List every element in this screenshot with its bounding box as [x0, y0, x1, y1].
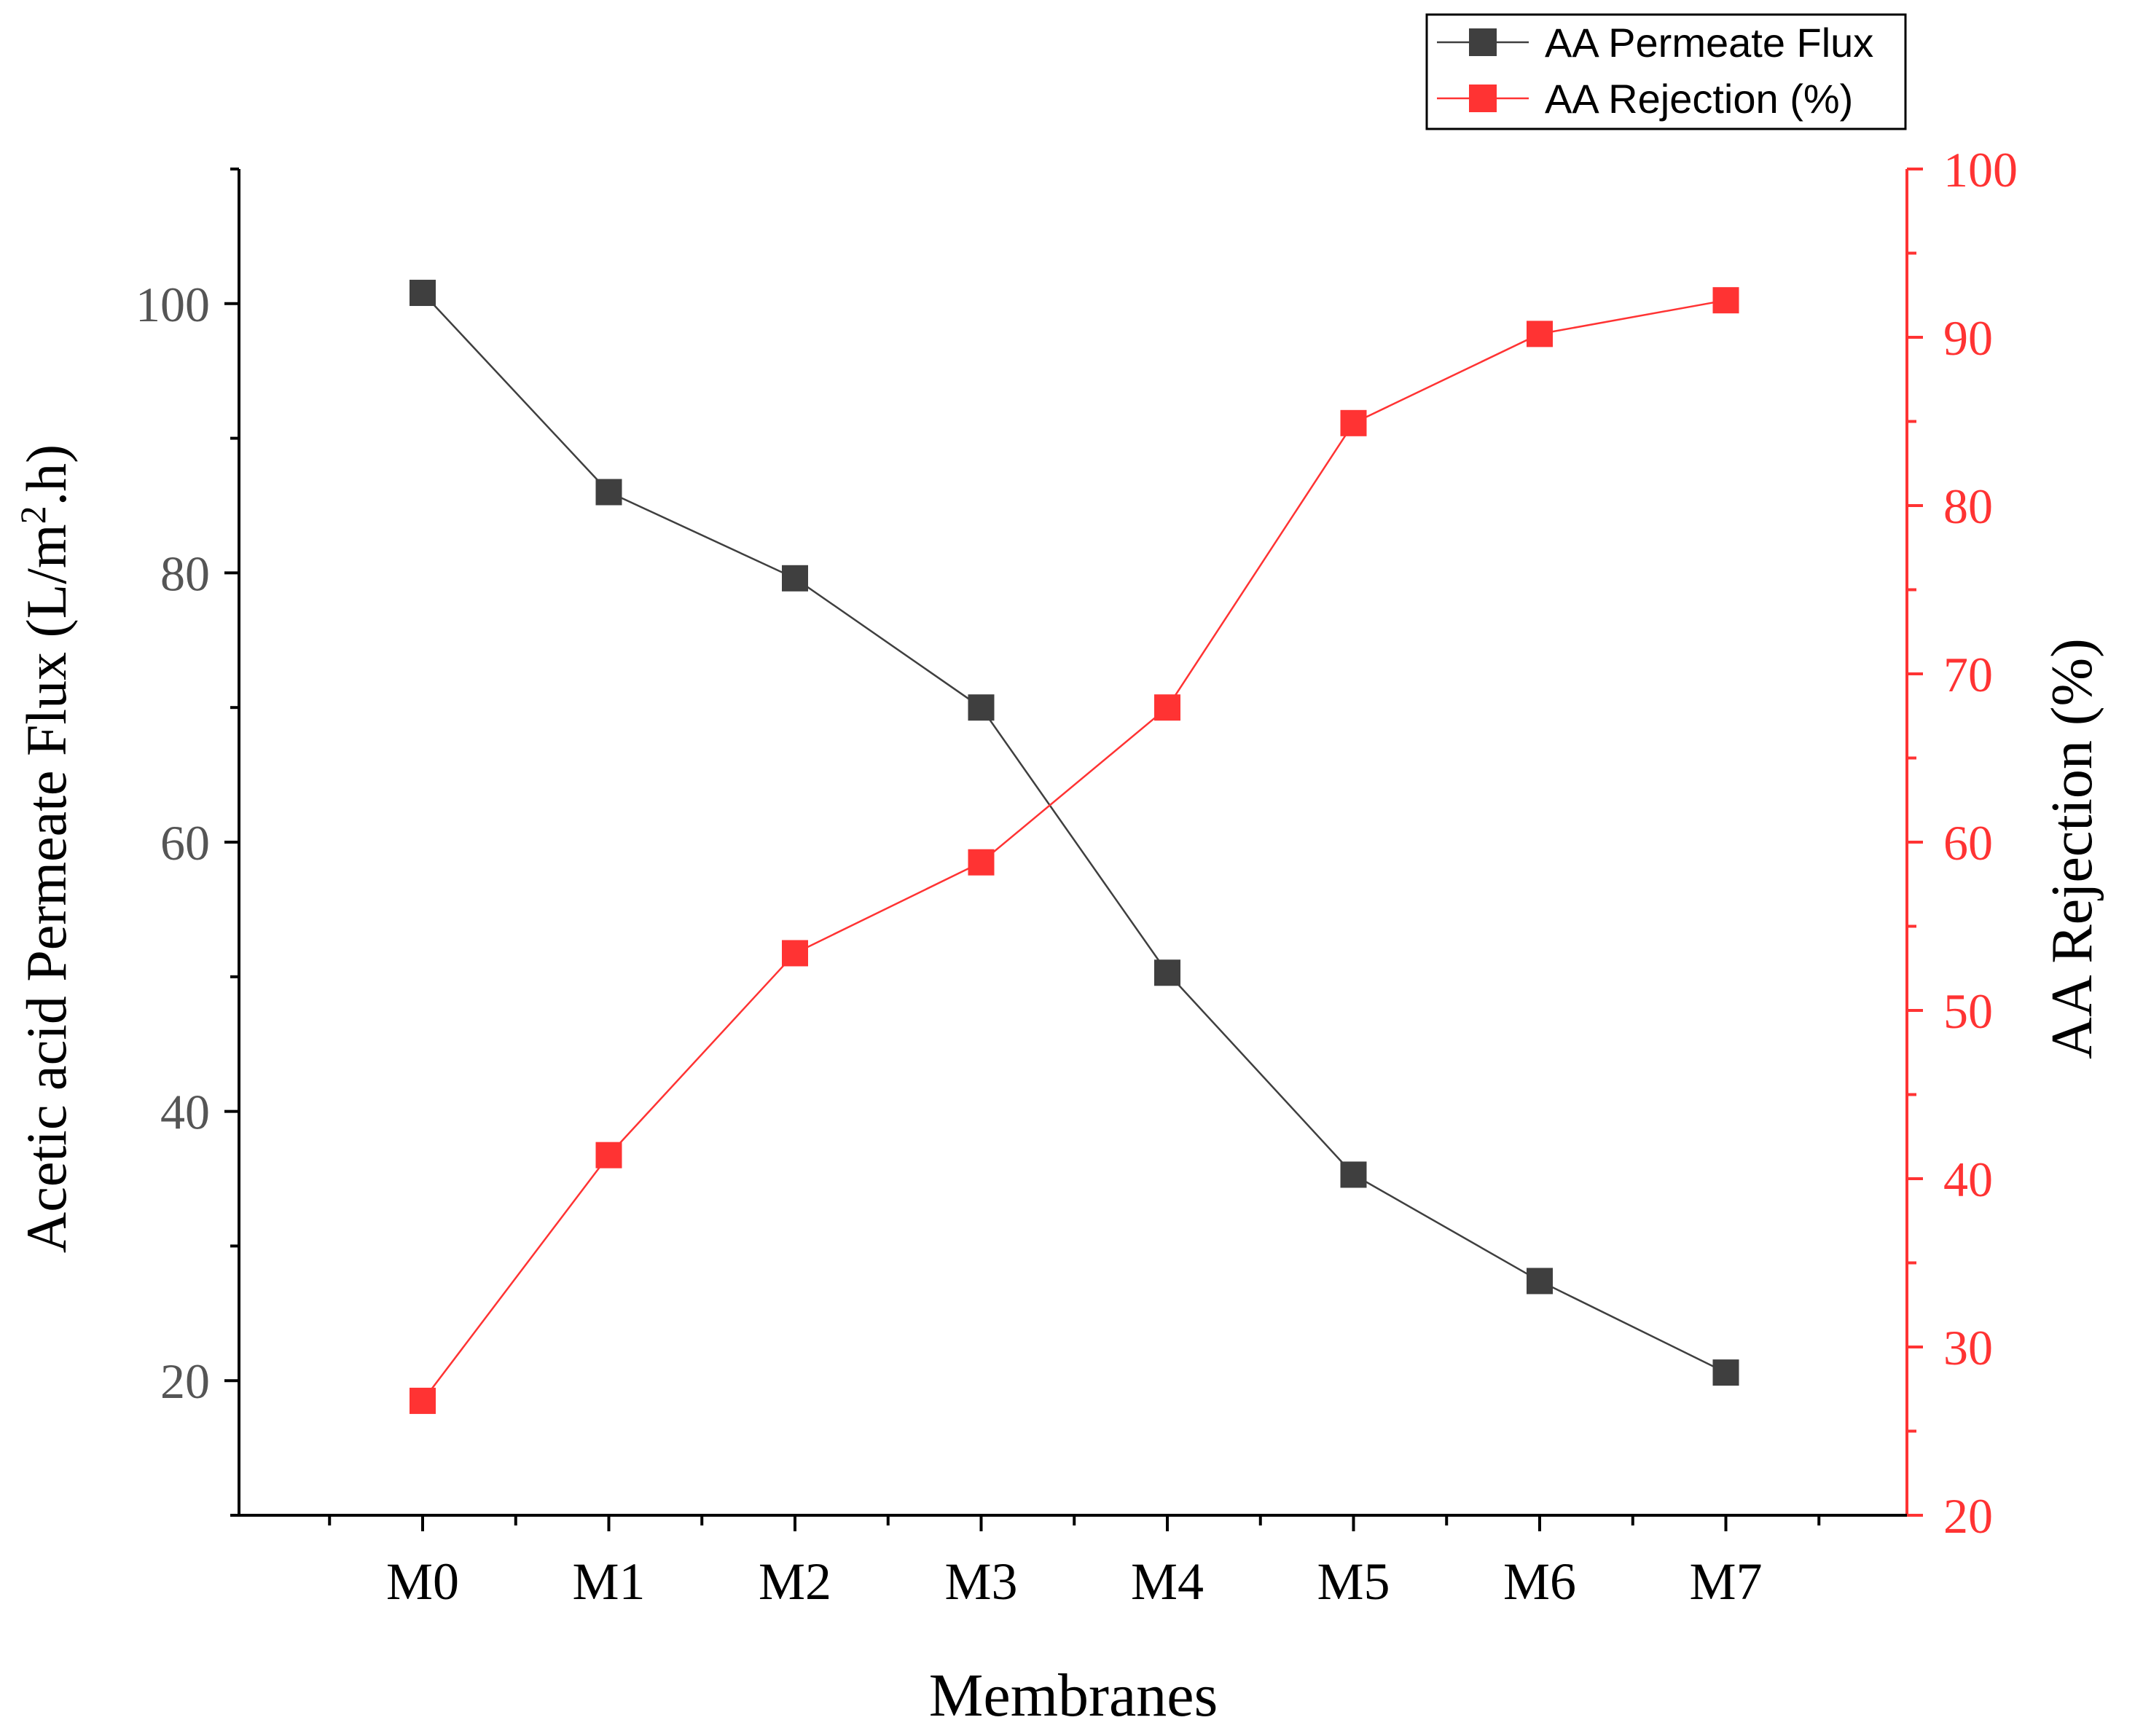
- legend-box: [1425, 13, 1907, 130]
- x-tick-label: M4: [1131, 1552, 1204, 1611]
- y2-tick-label: 60: [1943, 815, 1993, 871]
- y2-tick-label: 20: [1943, 1488, 1993, 1544]
- series-layer: [410, 280, 1739, 1414]
- legend-label-flux: AA Permeate Flux: [1545, 20, 1873, 66]
- x-tick-label: M3: [944, 1552, 1017, 1611]
- series-1-point: [968, 849, 995, 876]
- y-axis-title-sup: 2: [12, 506, 53, 524]
- y2-tick-label: 80: [1943, 479, 1993, 534]
- series-0-point: [410, 280, 436, 307]
- y2-tick-label: 30: [1943, 1320, 1993, 1375]
- legend-marker-flux: [1469, 28, 1497, 56]
- series-0-point: [968, 694, 995, 721]
- series-0-point: [782, 565, 808, 592]
- y-axis-title: Acetic acid Permeate Flux (L/m2.h): [12, 444, 78, 1253]
- y2-axis-title: AA Rejection (%): [2040, 638, 2104, 1059]
- series-1-point: [1527, 321, 1553, 347]
- y2-tick-label: 50: [1943, 983, 1993, 1039]
- y-tick-label: 60: [160, 815, 210, 871]
- x-tick-label: M0: [386, 1552, 459, 1611]
- left-ticks: 20 40 60 80 100: [136, 168, 239, 1517]
- series-0-point: [1154, 959, 1180, 986]
- right-ticks: 20 30 40 50 60 70 80 90 100: [1907, 142, 2018, 1544]
- series-1-point: [1154, 694, 1180, 721]
- series-0-point: [595, 479, 622, 506]
- y2-tick-label: 40: [1943, 1152, 1993, 1207]
- y-tick-label: 100: [136, 277, 210, 332]
- y2-tick-label: 100: [1943, 142, 2018, 197]
- x-tick-label: M5: [1317, 1552, 1390, 1611]
- series-1-point: [782, 940, 808, 967]
- series-1-point: [1340, 409, 1367, 436]
- legend: AA Permeate Flux AA Rejection (%): [1425, 13, 1907, 130]
- y-tick-label: 80: [160, 546, 210, 601]
- x-tick-label: M6: [1503, 1552, 1576, 1611]
- y-axis-title-tail: .h): [15, 444, 78, 506]
- series-0-point: [1527, 1268, 1553, 1295]
- x-tick-label: M1: [572, 1552, 645, 1611]
- y-axis-title-main: Acetic acid Permeate Flux (L/m: [15, 524, 78, 1253]
- y-tick-label: 40: [160, 1085, 210, 1140]
- x-axis-title: Membranes: [929, 1662, 1218, 1729]
- series-1-point: [1712, 287, 1739, 314]
- x-ticks: M0 M1 M2 M3 M4 M5 M6 M7: [328, 1515, 1821, 1611]
- series-0-point: [1712, 1359, 1739, 1386]
- series-1-point: [595, 1142, 622, 1169]
- x-tick-label: M2: [759, 1552, 831, 1611]
- series-1-point: [410, 1387, 436, 1414]
- x-tick-label: M7: [1689, 1552, 1762, 1611]
- y2-tick-label: 70: [1943, 647, 1993, 702]
- series-line-0: [422, 292, 1727, 1374]
- y-tick-label: 20: [160, 1354, 210, 1409]
- y2-tick-label: 90: [1943, 310, 1993, 366]
- series-0-point: [1340, 1161, 1367, 1188]
- legend-marker-rejection: [1469, 85, 1497, 112]
- legend-label-rejection: AA Rejection (%): [1545, 76, 1853, 122]
- series-line-1: [422, 299, 1726, 1402]
